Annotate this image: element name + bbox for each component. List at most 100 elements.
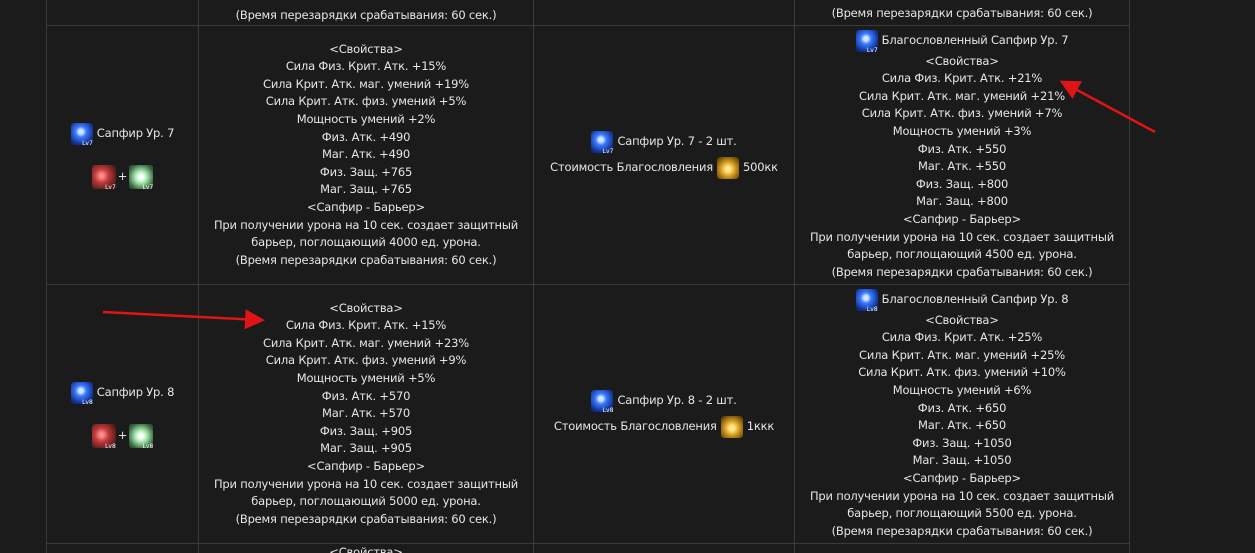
result-line: Физ. Защ. +1050 bbox=[912, 435, 1012, 450]
property-line: Физ. Атк. +490 bbox=[321, 129, 411, 144]
meat-icon: Lv8 bbox=[91, 424, 116, 450]
cost-label: Стоимость Благословления bbox=[553, 419, 717, 434]
property-line: Физ. Защ. +905 bbox=[319, 423, 413, 438]
table-cell: Lv8 Сапфир Ур. 8 Lv8 + Lv8 bbox=[46, 284, 198, 543]
property-line: (Время перезарядки срабатывания: 60 сек.… bbox=[235, 252, 497, 267]
coin-icon bbox=[716, 157, 739, 179]
result-line: Сила Физ. Крит. Атк. +21% bbox=[881, 71, 1043, 86]
property-line: При получении урона на 10 сек. создает з… bbox=[213, 217, 519, 232]
result-line: Сила Крит. Атк. маг. умений +21% bbox=[859, 88, 1065, 103]
property-line: Сила Физ. Крит. Атк. +15% bbox=[285, 59, 447, 74]
property-line: <Свойства> bbox=[329, 300, 403, 315]
material: Lv8 Сапфир Ур. 8 - 2 шт. bbox=[591, 388, 737, 414]
table-cell: (Время перезарядки срабатывания: 60 сек.… bbox=[794, 0, 1129, 25]
property-line: Маг. Защ. +905 bbox=[320, 441, 412, 456]
result-line: Сила Крит. Атк. физ. умений +7% bbox=[861, 106, 1063, 121]
sapphire-icon: Lv7 bbox=[70, 123, 93, 147]
icon-level: Lv7 bbox=[82, 140, 93, 147]
property-line: барьер, поглощающий 5000 ед. урона. bbox=[251, 494, 481, 509]
table-cell bbox=[46, 0, 198, 25]
item-label: Сапфир Ур. 8 bbox=[96, 385, 175, 400]
table-cell: <Свойства> Сила Физ. Крит. Атк. +15% Сила … bbox=[198, 25, 533, 284]
table-cell: Lv8 Благословленный Сапфир Ур. 8 <Свойства… bbox=[794, 284, 1129, 543]
coin-icon bbox=[720, 416, 743, 438]
table-cell: Lv8 Сапфир Ур. 8 - 2 шт. Стоимость Благосл… bbox=[533, 284, 794, 543]
table-cell bbox=[794, 543, 1129, 553]
table-cell: <Свойства> Сила Физ. Крит. Атк. +15% Сила … bbox=[198, 284, 533, 543]
table-cell bbox=[533, 543, 794, 553]
icon-level: Lv7 bbox=[866, 46, 878, 54]
result-line: Сила Крит. Атк. физ. умений +10% bbox=[858, 365, 1066, 380]
icon-level: Lv8 bbox=[82, 399, 93, 406]
plus: + bbox=[117, 169, 128, 184]
result-name: Благословленный Сапфир Ур. 7 bbox=[881, 32, 1069, 47]
property-line: При получении урона на 10 сек. создает з… bbox=[213, 476, 519, 491]
sapphire-icon: Lv7 bbox=[855, 29, 878, 54]
combo: Lv8 + Lv8 bbox=[91, 424, 154, 450]
icon-level: Lv8 bbox=[602, 407, 614, 414]
cost-value: 1ккк bbox=[746, 419, 775, 434]
result-line: Физ. Атк. +550 bbox=[917, 141, 1007, 156]
result-line: <Сапфир - Барьер> bbox=[903, 470, 1021, 485]
sapphire-icon: Lv8 bbox=[591, 390, 614, 414]
cost-label: Стоимость Благословления bbox=[550, 160, 713, 175]
table-cell: Lv7 Сапфир Ур. 7 Lv7 + Lv7 bbox=[46, 25, 198, 284]
result-title: Lv7 Благословленный Сапфир Ур. 7 bbox=[855, 29, 1069, 54]
table-cell: Lv7 Благословленный Сапфир Ур. 7 <Свойства… bbox=[794, 25, 1129, 284]
result-line: Маг. Защ. +800 bbox=[916, 194, 1008, 209]
property-line: Маг. Защ. +765 bbox=[320, 182, 412, 197]
table-cell bbox=[46, 543, 198, 553]
text-line: (Время перезарядки срабатывания: 60 сек.… bbox=[235, 8, 497, 23]
property-line: <Сапфир - Барьер> bbox=[307, 458, 425, 473]
cost: Стоимость Благословления 1ккк bbox=[554, 414, 774, 440]
sapphire-icon: Lv7 bbox=[591, 131, 614, 155]
table-cell: Lv7 Сапфир Ур. 7 - 2 шт. Стоимость Благосл… bbox=[533, 25, 794, 284]
cost: Стоимость Благословления 500кк bbox=[550, 155, 778, 181]
result-line: барьер, поглощающий 4500 ед. урона. bbox=[847, 247, 1077, 262]
result-line: Сила Физ. Крит. Атк. +25% bbox=[881, 330, 1043, 345]
result-line: При получении урона на 10 сек. создает з… bbox=[809, 229, 1115, 244]
sapphire-icon: Lv8 bbox=[70, 382, 93, 406]
result-line: Маг. Атк. +650 bbox=[918, 418, 1006, 433]
icon-level: Lv7 bbox=[602, 148, 614, 155]
result-line: Физ. Атк. +650 bbox=[917, 400, 1007, 415]
result-line: (Время перезарядки срабатывания: 60 сек.… bbox=[831, 523, 1093, 538]
item-name: Lv7 Сапфир Ур. 7 bbox=[70, 121, 175, 147]
icon-level: Lv8 bbox=[142, 443, 154, 450]
result-line: барьер, поглощающий 5500 ед. урона. bbox=[847, 506, 1077, 521]
gem-icon: Lv7 bbox=[129, 165, 154, 191]
icon-level: Lv8 bbox=[105, 443, 116, 450]
result-name: Благословленный Сапфир Ур. 8 bbox=[881, 291, 1069, 306]
property-line: Маг. Атк. +570 bbox=[322, 406, 410, 421]
property-line: Сила Физ. Крит. Атк. +15% bbox=[285, 318, 447, 333]
property-line: <Сапфир - Барьер> bbox=[307, 199, 425, 214]
result-line: Маг. Защ. +1050 bbox=[912, 453, 1012, 468]
result-line: <Сапфир - Барьер> bbox=[903, 211, 1021, 226]
icon-level: Lv7 bbox=[105, 184, 116, 191]
result-line: <Свойства> bbox=[925, 53, 999, 68]
cost-value: 500кк bbox=[742, 160, 778, 175]
result-line: Маг. Атк. +550 bbox=[918, 159, 1006, 174]
property-line: Мощность умений +5% bbox=[296, 371, 436, 386]
property-line: Сила Крит. Атк. физ. умений +9% bbox=[265, 353, 467, 368]
property-line: Физ. Защ. +765 bbox=[319, 164, 413, 179]
icon-level: Lv7 bbox=[142, 184, 154, 191]
plus: + bbox=[117, 428, 128, 443]
gem-icon: Lv8 bbox=[129, 424, 154, 450]
table-border bbox=[1129, 0, 1130, 553]
table-cell bbox=[533, 0, 794, 25]
table-cell: (Время перезарядки срабатывания: 60 сек.… bbox=[198, 0, 533, 25]
item-label: Сапфир Ур. 7 bbox=[96, 126, 175, 141]
sapphire-icon: Lv8 bbox=[855, 288, 878, 313]
property-line: Сила Крит. Атк. маг. умений +23% bbox=[263, 335, 469, 350]
material-label: Сапфир Ур. 8 - 2 шт. bbox=[617, 393, 737, 408]
property-line: Физ. Атк. +570 bbox=[321, 388, 411, 403]
text-line: (Время перезарядки срабатывания: 60 сек.… bbox=[831, 6, 1093, 21]
property-line: Маг. Атк. +490 bbox=[322, 147, 410, 162]
result-line: При получении урона на 10 сек. создает з… bbox=[809, 488, 1115, 503]
item-name: Lv8 Сапфир Ур. 8 bbox=[70, 380, 175, 406]
property-line: (Время перезарядки срабатывания: 60 сек.… bbox=[235, 511, 497, 526]
meat-icon: Lv7 bbox=[91, 165, 116, 191]
icon-level: Lv8 bbox=[866, 305, 878, 313]
